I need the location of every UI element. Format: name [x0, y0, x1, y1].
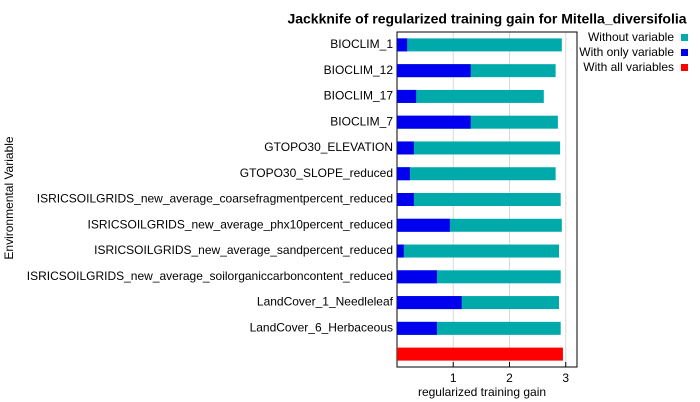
y-tick-label: GTOPO30_SLOPE_reduced	[240, 166, 393, 180]
bar	[397, 141, 561, 155]
bar	[397, 115, 471, 129]
y-tick-label: LandCover_6_Herbaceous	[250, 321, 393, 335]
bar	[397, 167, 556, 181]
chart-title: Jackknife of regularized training gain f…	[287, 11, 686, 27]
legend-swatch	[681, 49, 688, 56]
bar	[397, 89, 544, 103]
bar	[397, 296, 462, 310]
y-tick-label: LandCover_1_Needleleaf	[257, 295, 394, 309]
x-tick-label: 1	[450, 371, 457, 385]
bar	[397, 321, 437, 335]
y-tick-label: ISRICSOILGRIDS_new_average_sandpercent_r…	[94, 243, 393, 257]
x-axis-label: regularized training gain	[418, 385, 546, 399]
y-tick-label: ISRICSOILGRIDS_new_average_soilorganicca…	[27, 269, 393, 283]
bar	[397, 321, 561, 335]
bar	[397, 193, 414, 206]
bar	[397, 167, 410, 181]
legend-label: With only variable	[579, 45, 674, 59]
bar	[397, 270, 437, 284]
y-tick-label: BIOCLIM_1	[330, 37, 393, 51]
bar	[397, 270, 561, 284]
legend-label: With all variables	[583, 60, 674, 74]
legend-swatch	[681, 64, 688, 71]
bar	[397, 347, 563, 361]
bar	[397, 38, 562, 52]
bar	[397, 89, 417, 103]
bar	[397, 38, 408, 52]
bar	[397, 141, 414, 155]
bar	[397, 64, 471, 78]
y-tick-label: BIOCLIM_12	[324, 63, 394, 77]
y-tick-label: ISRICSOILGRIDS_new_average_coarsefragmen…	[37, 192, 393, 206]
y-tick-label: BIOCLIM_7	[330, 114, 393, 128]
bar	[397, 244, 404, 258]
bar	[397, 244, 559, 258]
y-tick-label: ISRICSOILGRIDS_new_average_phx10percent_…	[87, 217, 393, 231]
x-tick-label: 3	[562, 371, 569, 385]
x-tick-label: 2	[506, 371, 513, 385]
y-axis-label: Environmental Variable	[2, 136, 16, 260]
legend-label: Without variable	[588, 30, 674, 44]
y-tick-label: GTOPO30_ELEVATION	[264, 140, 393, 154]
bar	[397, 218, 450, 232]
bar	[397, 193, 561, 206]
y-tick-label: BIOCLIM_17	[324, 89, 394, 103]
legend-swatch	[681, 34, 688, 41]
